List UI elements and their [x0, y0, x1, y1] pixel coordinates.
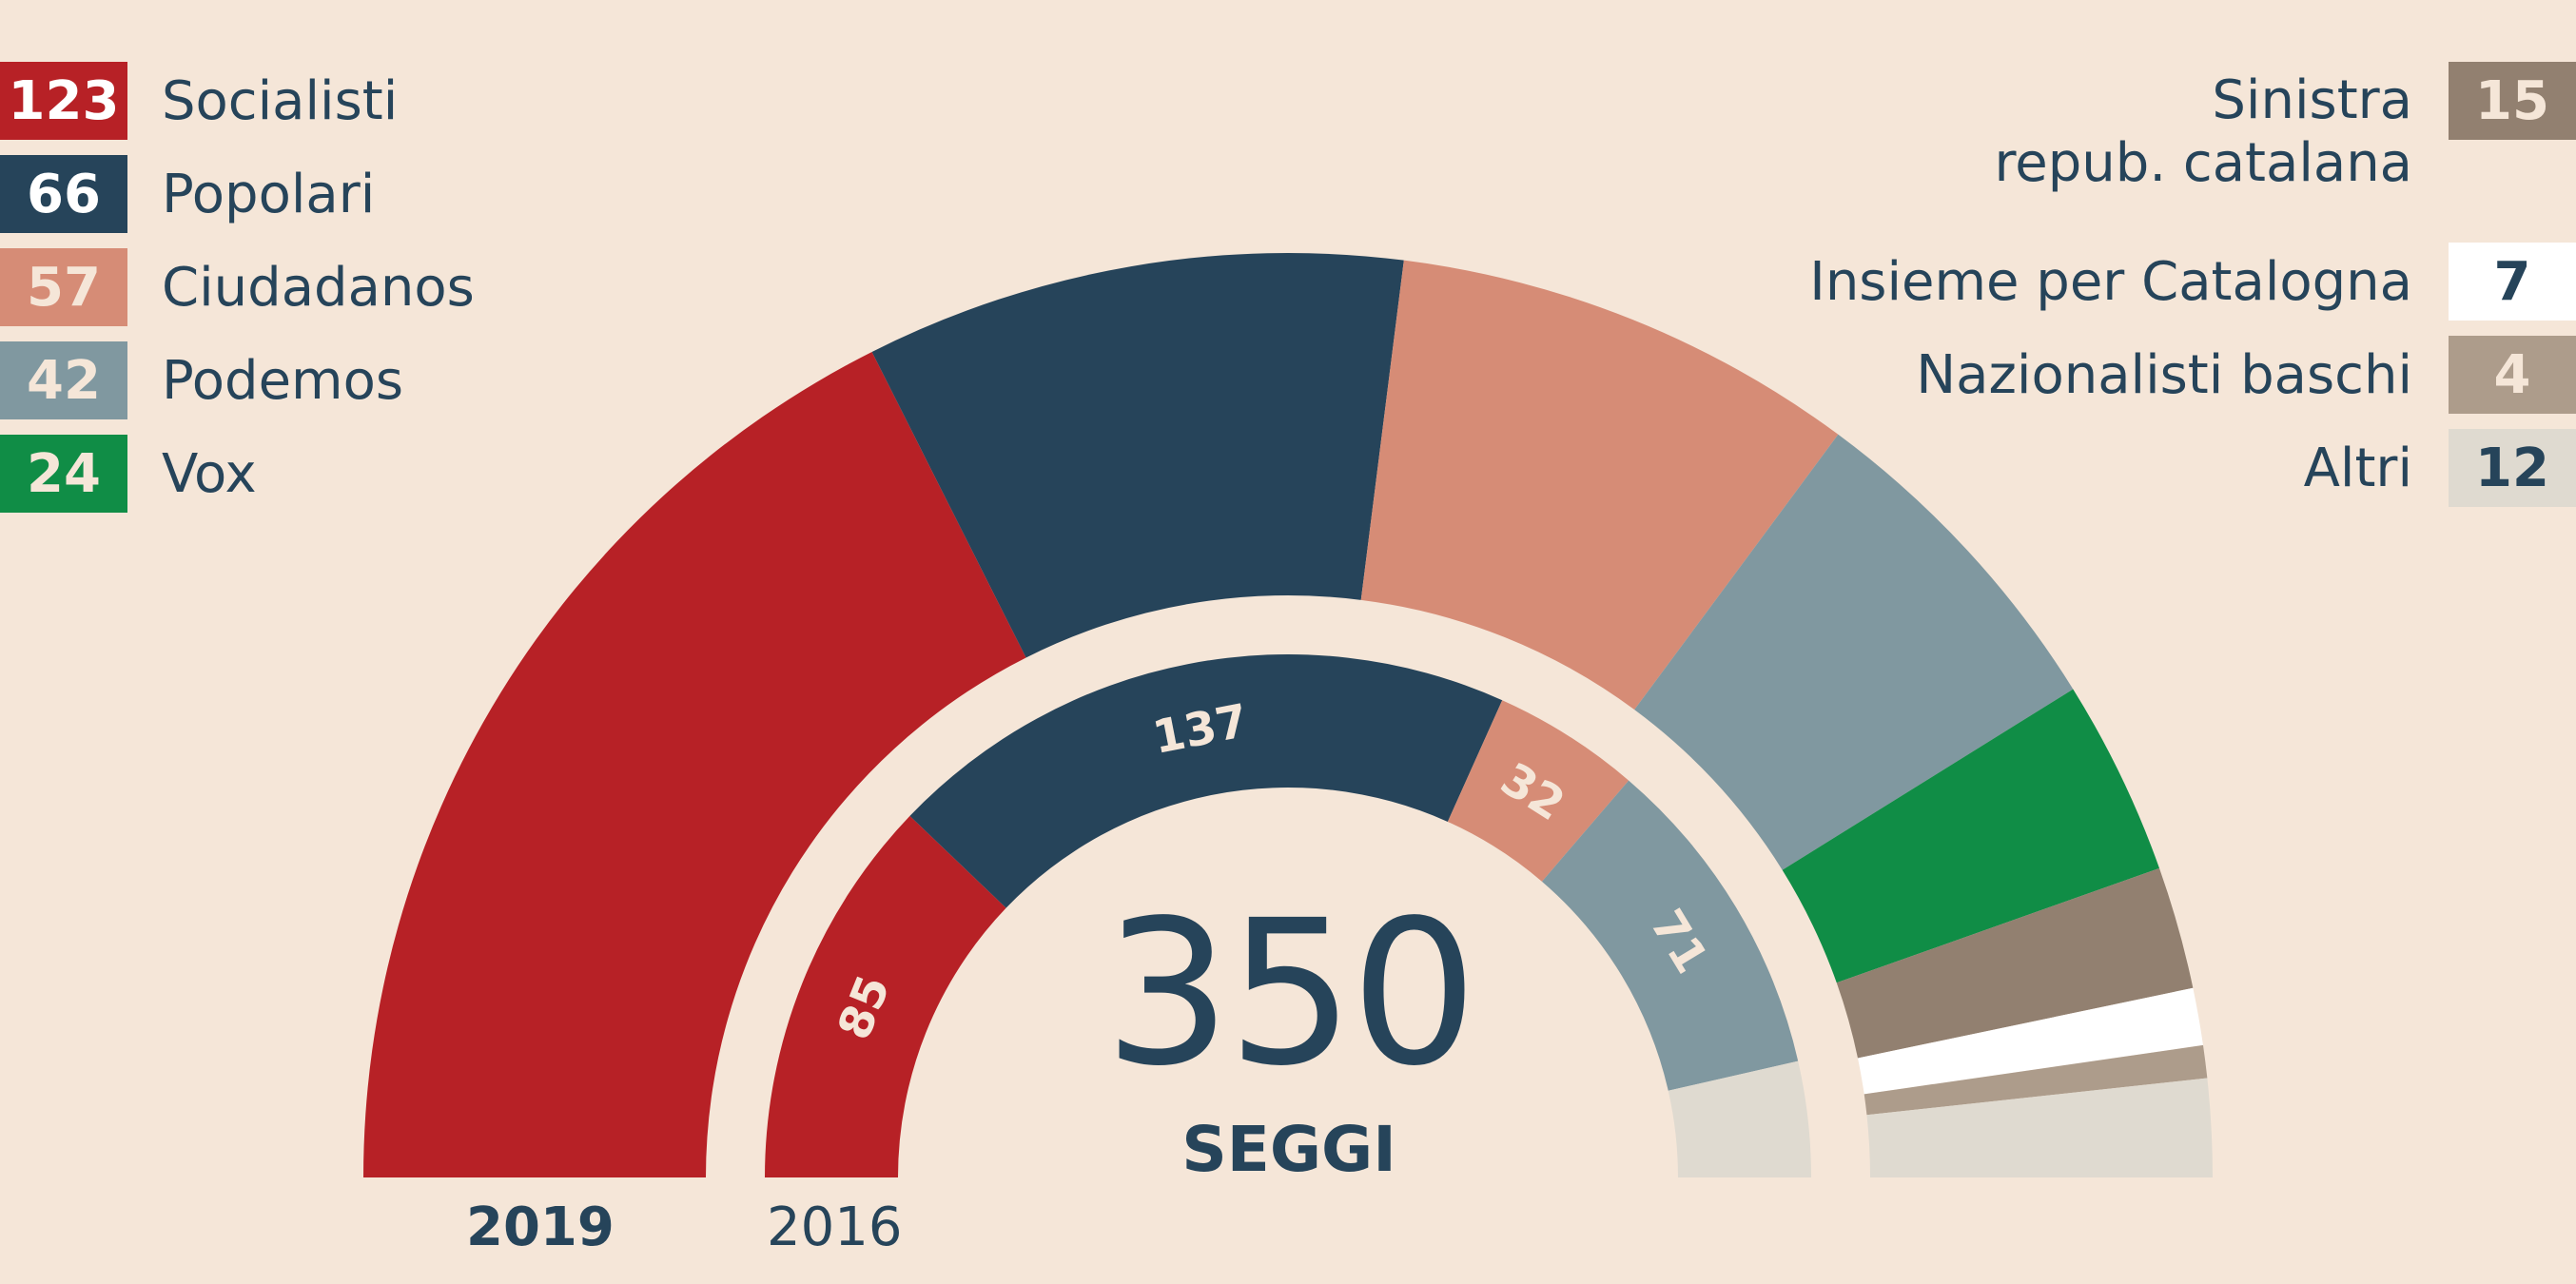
legend-right: Sinistra repub. catalana 15 Insieme per …: [1809, 62, 2576, 522]
legend-label-line2: repub. catalana: [1994, 132, 2413, 194]
legend-badge: 57: [0, 248, 127, 326]
legend-badge: 123: [0, 62, 127, 140]
legend-item-nazionalisti-baschi: Nazionalisti baschi 4: [1809, 336, 2576, 414]
legend-label: Nazionalisti baschi: [1916, 343, 2412, 406]
legend-badge: 12: [2449, 429, 2576, 507]
segment-popolari-2019: [871, 253, 1404, 658]
legend-badge: 66: [0, 155, 127, 233]
legend-label: Insieme per Catalogna: [1809, 250, 2412, 313]
legend-item-vox: 24 Vox: [0, 435, 475, 513]
segment-ciudadanos-2019: [1360, 260, 1839, 710]
legend-label: Ciudadanos: [162, 256, 475, 319]
legend-label: Sinistra repub. catalana: [1995, 69, 2413, 195]
year-label-2016: 2016: [767, 1196, 903, 1258]
segment-podemos-2016: [1541, 780, 1799, 1091]
legend-label: Popolari: [162, 163, 376, 225]
segment-ciudadanos-2016: [1447, 700, 1630, 882]
segment-altri-2016: [1668, 1060, 1811, 1177]
legend-item-ciudadanos: 57 Ciudadanos: [0, 248, 475, 326]
ring-2016: [765, 654, 1811, 1177]
legend-badge: 42: [0, 341, 127, 419]
legend-badge: 4: [2449, 336, 2576, 414]
legend-item-insieme-per-catalogna: Insieme per Catalogna 7: [1809, 243, 2576, 321]
segment-altri-2019: [1866, 1078, 2213, 1177]
legend-label-line1: Sinistra: [2212, 69, 2412, 131]
legend-label: Socialisti: [162, 69, 399, 132]
segment-podemos-2019: [1634, 434, 2074, 870]
segment-popolari-2016: [909, 654, 1503, 908]
segment-insieme-per-catalogna-2019: [1858, 987, 2203, 1095]
total-seats-value: 350: [1103, 877, 1478, 1110]
legend-badge: 15: [2449, 62, 2576, 140]
legend-item-altri: Altri 12: [1809, 429, 2576, 507]
ring-2019: [363, 253, 2213, 1177]
segment-nazionalisti-baschi-2019: [1864, 1044, 2208, 1116]
legend-left: 123 Socialisti 66 Popolari 57 Ciudadanos…: [0, 62, 475, 528]
total-seats-label: SEGGI: [1181, 1113, 1396, 1186]
legend-item-popolari: 66 Popolari: [0, 155, 475, 233]
segment-vox-2019: [1782, 689, 2160, 983]
year-label-2019: 2019: [466, 1196, 615, 1258]
legend-label: Podemos: [162, 349, 404, 412]
legend-label: Altri: [2303, 437, 2412, 499]
legend-item-podemos: 42 Podemos: [0, 341, 475, 419]
segment-sinistra-repub-catalana-2019: [1836, 867, 2194, 1059]
segment-socialisti-2016: [765, 815, 1006, 1177]
legend-badge: 24: [0, 435, 127, 513]
legend-badge: 7: [2449, 243, 2576, 321]
legend-label: Vox: [162, 442, 257, 505]
segment-socialisti-2019: [363, 351, 1026, 1177]
legend-item-socialisti: 123 Socialisti: [0, 62, 475, 140]
legend-item-sinistra-repub-catalana: Sinistra repub. catalana 15: [1809, 62, 2576, 204]
